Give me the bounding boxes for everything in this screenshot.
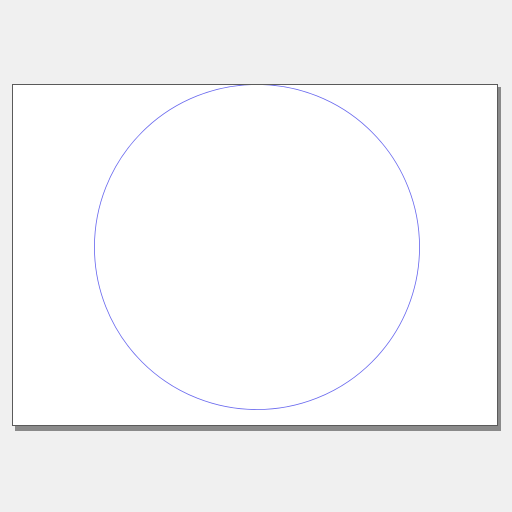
circle-shape[interactable] bbox=[94, 85, 420, 410]
drawing-surface[interactable] bbox=[13, 85, 497, 425]
drawing-page[interactable] bbox=[12, 84, 498, 426]
